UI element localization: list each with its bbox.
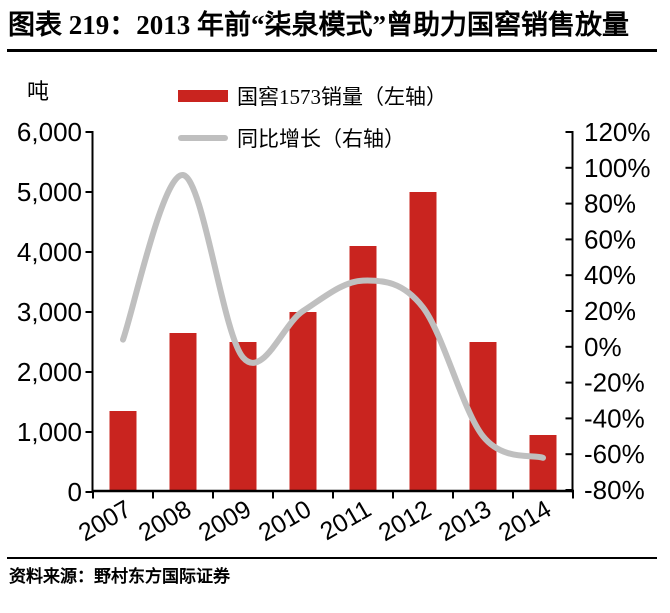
legend-line-label: 同比增长（右轴） bbox=[237, 127, 405, 151]
left-axis-tick-label: 2,000 bbox=[17, 357, 82, 387]
title-underline bbox=[7, 49, 657, 52]
x-axis-category-label: 2011 bbox=[315, 495, 376, 546]
bar-2009 bbox=[229, 342, 257, 490]
x-axis-category-label: 2012 bbox=[374, 495, 436, 547]
bar-2012 bbox=[409, 192, 437, 490]
right-axis-tick-label: 60% bbox=[584, 224, 636, 254]
legend-bar-label: 国窖1573销量（左轴） bbox=[237, 85, 447, 109]
right-axis-tick-label: -20% bbox=[584, 368, 645, 398]
left-axis-tick-label: 1,000 bbox=[17, 417, 82, 447]
source-note: 资料来源：野村东方国际证券 bbox=[9, 567, 230, 586]
chart-legend: 国窖1573销量（左轴） 同比增长（右轴） bbox=[178, 83, 447, 151]
right-axis-tick-label: 120% bbox=[584, 117, 651, 147]
left-axis-tick-label: 3,000 bbox=[17, 297, 82, 327]
bar-2007 bbox=[109, 411, 137, 490]
x-axis-category-label: 2007 bbox=[74, 495, 136, 547]
left-axis-tick-label: 5,000 bbox=[17, 177, 82, 207]
bar-2014 bbox=[529, 435, 557, 490]
x-axis-category-label: 2014 bbox=[494, 495, 556, 547]
x-axis-category-label: 2013 bbox=[434, 495, 496, 547]
right-axis-tick-label: 80% bbox=[584, 189, 636, 219]
right-axis-tick-label: 0% bbox=[584, 332, 622, 362]
growth-line bbox=[120, 172, 546, 461]
left-axis-tick-label: 0 bbox=[68, 477, 82, 507]
source-divider bbox=[7, 557, 657, 559]
left-axis-unit-label: 吨 bbox=[27, 79, 50, 104]
right-axis-tick-label: 20% bbox=[584, 296, 636, 326]
legend-bar-swatch bbox=[178, 90, 228, 102]
right-axis-tick-label: 100% bbox=[584, 153, 651, 183]
bar-2008 bbox=[169, 333, 197, 490]
right-axis-tick-label: -80% bbox=[584, 475, 645, 505]
x-axis-category-label: 2008 bbox=[134, 495, 196, 547]
left-axis-tick-label: 4,000 bbox=[17, 237, 82, 267]
bar-2011 bbox=[349, 246, 377, 490]
x-axis-category-label: 2009 bbox=[194, 495, 256, 547]
right-axis-tick-label: -40% bbox=[584, 403, 645, 433]
left-axis-tick-label: 6,000 bbox=[17, 117, 82, 147]
bar-2010 bbox=[289, 312, 317, 490]
figure-title: 图表 219：2013 年前“柒泉模式”曾助力国窖销售放量 bbox=[8, 10, 629, 40]
right-axis-tick-label: 40% bbox=[584, 260, 636, 290]
legend-item-line: 同比增长（右轴） bbox=[178, 125, 447, 151]
legend-line-swatch bbox=[178, 135, 228, 141]
legend-item-bar: 国窖1573销量（左轴） bbox=[178, 83, 447, 109]
x-axis-category-label: 2010 bbox=[254, 495, 316, 547]
right-axis-tick-label: -60% bbox=[584, 439, 645, 469]
